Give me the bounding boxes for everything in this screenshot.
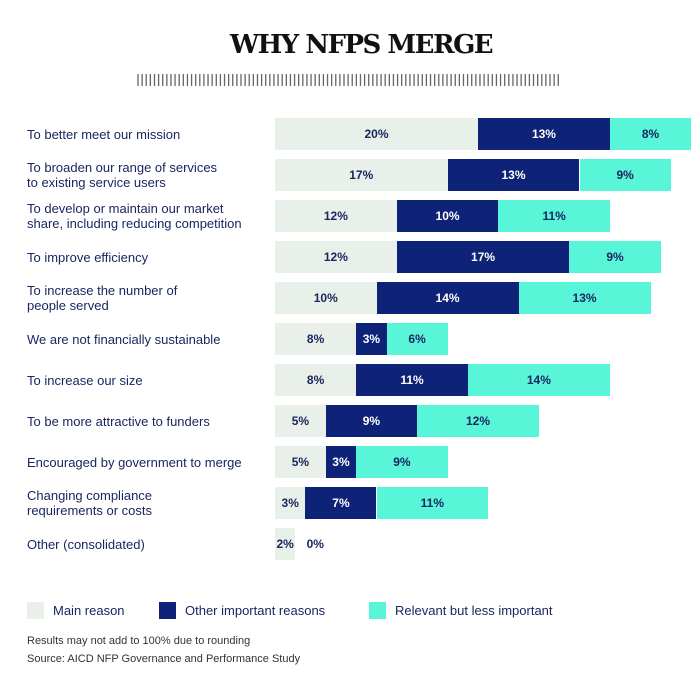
bar-value-label: 8% xyxy=(306,332,325,346)
category-label: To improve efficiency xyxy=(27,249,149,265)
bar-value-label: 20% xyxy=(364,127,389,141)
bar-segment-other-important-reasons xyxy=(396,241,570,273)
bar-value-label: 14% xyxy=(435,291,460,305)
bar-value-label: 8% xyxy=(641,127,660,141)
footnote-source: Source: AICD NFP Governance and Performa… xyxy=(27,653,301,665)
bar-segment-other-important-reasons xyxy=(305,487,377,519)
legend-item-relevant-less: Relevant but less important xyxy=(369,601,553,619)
legend-label-relevant-less: Relevant but less important xyxy=(395,602,553,618)
bar-value-label: 10% xyxy=(435,209,460,223)
bar-value-label: 13% xyxy=(501,168,526,182)
bar-segment-other-important-reasons xyxy=(478,118,610,150)
bar-value-label: 2% xyxy=(276,537,294,551)
bar-segment-main-reason xyxy=(275,323,357,355)
bar-segment-relevant-but-less-important xyxy=(386,323,448,355)
bar-value-label: 9% xyxy=(393,455,411,469)
bar-value-label: 9% xyxy=(606,250,624,264)
legend-swatch-other-important xyxy=(159,601,176,619)
bar-value-label: 13% xyxy=(531,127,556,141)
category-label: Changing compliance requirements or cost… xyxy=(27,488,153,518)
bar-value-label: 3% xyxy=(281,496,299,510)
bar-segment-other-important-reasons xyxy=(356,323,387,355)
bar-segment-main-reason xyxy=(275,446,326,478)
bar-segment-relevant-but-less-important xyxy=(609,118,692,150)
bar-value-label: 12% xyxy=(323,209,348,223)
bar-value-label: 11% xyxy=(542,209,566,223)
chart-title: WHY NFPS MERGE xyxy=(229,30,494,60)
bar-value-label: 17% xyxy=(471,250,496,264)
bar-value-label: 3% xyxy=(362,332,381,346)
bar-segment-other-important-reasons xyxy=(356,364,468,396)
bar-segment-relevant-but-less-important xyxy=(356,446,448,478)
bar-value-label: 13% xyxy=(572,291,597,305)
bar-value-label: 12% xyxy=(323,250,348,264)
bar-value-label: 14% xyxy=(526,373,551,387)
bar-segment-relevant-but-less-important xyxy=(498,200,610,232)
bar-segment-relevant-but-less-important xyxy=(376,487,489,519)
bar-segment-main-reason xyxy=(275,405,326,437)
bar-segment-relevant-but-less-important xyxy=(569,241,661,273)
category-label: To increase our size xyxy=(27,372,143,388)
bar-value-label: 5% xyxy=(291,455,310,469)
bar-segment-main-reason xyxy=(275,364,357,396)
bar-segment-main-reason xyxy=(275,282,377,314)
bar-value-label: 8% xyxy=(306,373,325,387)
bar-value-label: 10% xyxy=(313,291,338,305)
bar-segment-relevant-but-less-important xyxy=(579,159,671,191)
bar-segment-other-important-reasons xyxy=(325,446,357,478)
bar-segment-other-important-reasons xyxy=(447,159,580,191)
bar-segment-main-reason xyxy=(275,118,478,150)
bar-value-label: 11% xyxy=(400,373,424,387)
bar-segment-main-reason xyxy=(275,487,306,519)
bar-segment-main-reason xyxy=(275,159,448,191)
title-underline-ticks xyxy=(137,74,559,86)
category-label: To better meet our mission xyxy=(27,126,181,142)
legend-swatch-main-reason xyxy=(27,601,44,619)
bar-segment-other-important-reasons xyxy=(376,282,519,314)
bar-segment-main-reason xyxy=(275,241,397,273)
bar-segment-other-important-reasons xyxy=(396,200,499,232)
bar-segment-relevant-but-less-important xyxy=(518,282,651,314)
footnote-rounding: Results may not add to 100% due to round… xyxy=(27,635,251,647)
bar-value-label: 0% xyxy=(306,537,324,551)
category-label: To broaden our range of services to exis… xyxy=(27,160,218,190)
bar-segment-relevant-but-less-important xyxy=(417,405,539,437)
bar-segment-other-important-reasons xyxy=(325,405,418,437)
bar-value-label: 6% xyxy=(408,332,426,346)
category-label: To develop or maintain our market share,… xyxy=(27,201,242,231)
bar-value-label: 9% xyxy=(616,168,634,182)
bar-value-label: 7% xyxy=(332,496,350,510)
legend-item-main-reason: Main reason xyxy=(27,601,125,619)
legend-label-other-important: Other important reasons xyxy=(185,602,326,618)
category-label: To increase the number of people served xyxy=(27,283,178,313)
bar-value-label: 5% xyxy=(291,414,310,428)
legend-item-other-important: Other important reasons xyxy=(159,601,325,619)
bar-value-label: 17% xyxy=(349,168,374,182)
bar-value-label: 3% xyxy=(332,455,350,469)
bar-segment-main-reason xyxy=(275,528,296,560)
category-label: We are not financially sustainable xyxy=(27,331,221,347)
bar-segment-main-reason xyxy=(275,200,397,232)
legend-label-main-reason: Main reason xyxy=(53,602,125,618)
bar-value-label: 11% xyxy=(420,496,444,510)
category-label: Encouraged by government to merge xyxy=(27,454,242,470)
bar-segment-relevant-but-less-important xyxy=(467,364,610,396)
bar-value-label: 12% xyxy=(465,414,491,428)
category-label: To be more attractive to funders xyxy=(27,413,210,429)
bar-value-label: 9% xyxy=(362,414,381,428)
legend-swatch-relevant-less xyxy=(369,601,386,619)
category-label: Other (consolidated) xyxy=(27,536,145,552)
